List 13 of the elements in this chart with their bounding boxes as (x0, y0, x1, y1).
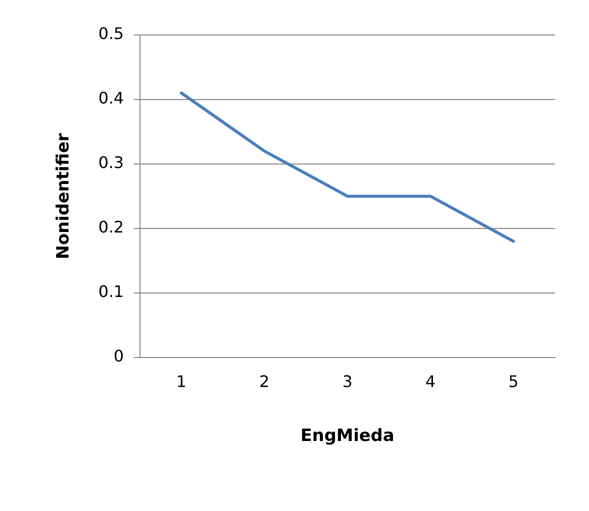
x-tick-label: 1 (176, 372, 186, 392)
x-tick-label: 4 (425, 372, 436, 392)
x-axis-title: EngMieda (300, 426, 394, 446)
y-tick-label: 0 (114, 346, 124, 366)
y-tick-label: 0.4 (98, 88, 124, 108)
x-tick-label: 5 (508, 372, 519, 392)
y-tick-label: 0.3 (98, 153, 124, 172)
y-tick-label: 0.2 (98, 218, 124, 237)
y-tick-label: 0.1 (98, 282, 124, 302)
y-tick-label: 0.5 (98, 24, 124, 44)
y-axis-title: Nonidentifier (54, 132, 74, 260)
x-tick-label: 2 (259, 372, 270, 392)
x-tick-label: 3 (342, 372, 353, 392)
